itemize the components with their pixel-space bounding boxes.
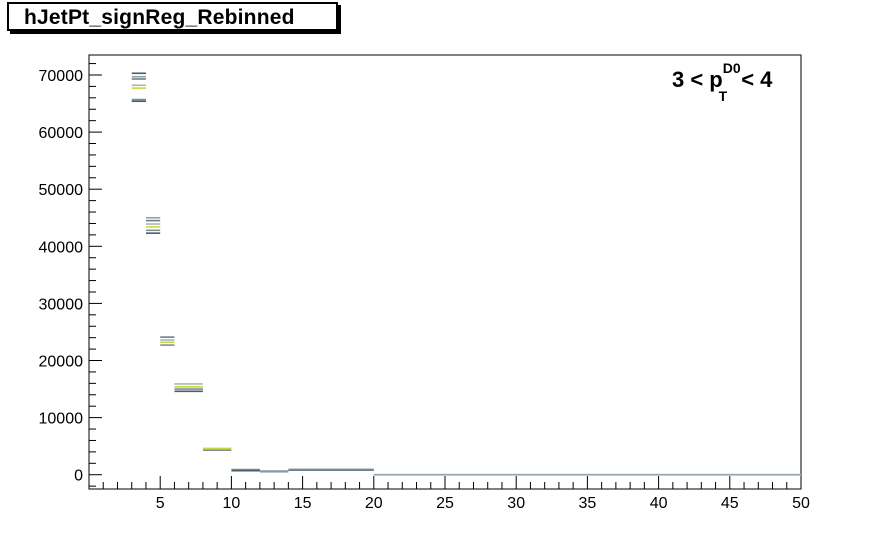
x-tick-label: 15 — [294, 495, 312, 512]
frame — [88, 54, 802, 490]
y-tick-label: 0 — [74, 468, 83, 485]
x-tick-label: 20 — [365, 495, 383, 512]
histogram-marks — [131, 72, 801, 476]
histogram-title-box: hJetPt_signReg_Rebinned — [7, 2, 338, 31]
pt-range-annotation: 3 < pD0 T< 4 — [672, 60, 773, 104]
x-tick-label: 40 — [650, 495, 668, 512]
x-tick-label: 45 — [721, 495, 739, 512]
x-tick-label: 30 — [507, 495, 525, 512]
x-tick-label: 35 — [579, 495, 597, 512]
y-tick-label: 70000 — [39, 68, 84, 85]
y-tick-label: 60000 — [39, 125, 84, 142]
x-tick-label: 25 — [436, 495, 454, 512]
x-tick-label: 5 — [156, 495, 165, 512]
y-tick-label: 10000 — [39, 411, 84, 428]
y-tick-label: 50000 — [39, 182, 84, 199]
histogram-title: hJetPt_signReg_Rebinned — [24, 6, 295, 29]
x-tick-label: 50 — [792, 495, 810, 512]
y-tick-label: 40000 — [39, 239, 84, 256]
y-tick-label: 20000 — [39, 354, 84, 371]
y-tick-label: 30000 — [39, 296, 84, 313]
axes: 5 10 15 20 25 30 35 40 45 50 0 10000 20000 30000 40000… — [39, 63, 810, 512]
x-tick-label: 10 — [223, 495, 241, 512]
